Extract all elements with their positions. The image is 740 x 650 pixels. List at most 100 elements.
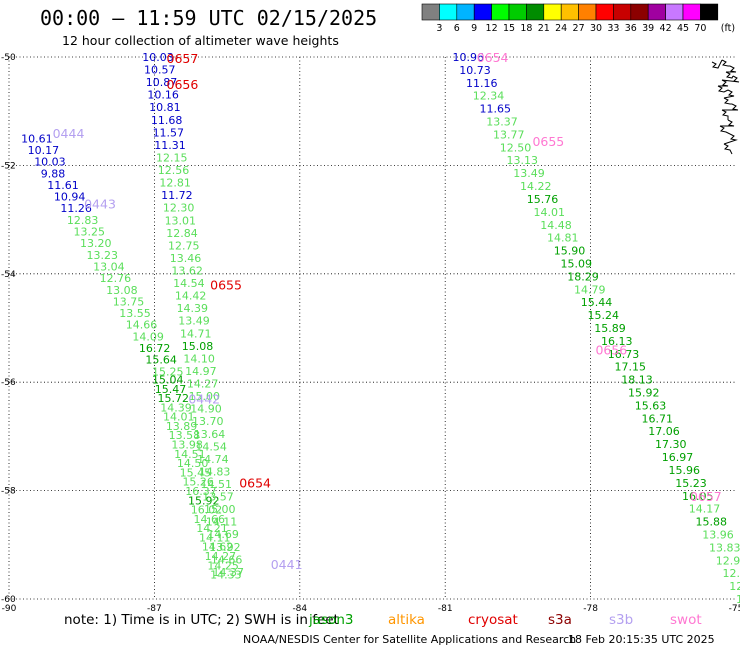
swh-label: 13.46	[170, 252, 202, 265]
swh-label: 14.11	[199, 531, 231, 544]
swh-label: 13.16	[736, 593, 740, 606]
sat-swot: swot	[670, 612, 702, 628]
altimeter-map: -90 -87 -84 -81 -78 -75 -50 -52 -54 -56 -58 -60 10.6…	[1, 50, 740, 612]
wave-height-color-scale: 3 6 9 12 15 18 21 24 27 30 33 36 39 42 45 70 (ft)	[421, 3, 735, 34]
swh-label: 15.63	[635, 399, 667, 412]
coast-segment	[721, 75, 740, 83]
swh-label: 10.94	[54, 191, 86, 204]
swh-label: 14.79	[574, 283, 606, 296]
scale-label: 33	[607, 23, 619, 34]
swh-label: 13.37	[486, 116, 518, 129]
scale-label: 27	[573, 23, 585, 34]
swh-label: 15.45	[180, 466, 212, 479]
swh-label: 12.30	[163, 202, 195, 215]
swh-label: 13.89	[166, 420, 198, 433]
swh-label: 14.50	[177, 457, 209, 470]
track-t0443: 10.6110.1710.039.8811.6110.9411.2612.831…	[21, 132, 183, 378]
swh-label: 14.48	[540, 219, 572, 232]
coast-segment	[719, 125, 731, 135]
pass-time-label: 0654	[477, 50, 509, 65]
pass-time-label: 0655	[210, 278, 242, 293]
swh-label: 15.00	[189, 390, 221, 403]
swh-label: 10.61	[21, 132, 53, 145]
swh-label: 14.83	[199, 465, 231, 478]
swh-label: 13.62	[171, 264, 203, 277]
swh-label: 14.71	[180, 327, 212, 340]
pass-time-label: 0654	[239, 475, 271, 490]
swh-label: 14.37	[213, 566, 245, 579]
scale-label: 9	[471, 23, 477, 34]
swh-label: 11.68	[151, 114, 183, 127]
pass-time-label: 0657	[167, 51, 199, 66]
swh-label: 15.09	[560, 257, 592, 270]
scale-label: 15	[503, 23, 515, 34]
swh-label: 15.44	[581, 296, 613, 309]
note-text: note: 1) Time is in UTC; 2) SWH is in fe…	[64, 612, 339, 628]
swh-label: 13.01	[165, 214, 197, 227]
swh-label: 13.49	[513, 167, 545, 180]
pass-time-label: 0441	[271, 557, 303, 572]
swh-label: 16.13	[601, 335, 633, 348]
coast-segment	[722, 103, 739, 111]
scale-label: 42	[660, 23, 672, 34]
coast-segment	[723, 89, 735, 99]
swh-label: 14.09	[132, 330, 164, 343]
swh-label: 15.89	[594, 322, 626, 335]
swh-label: 12.75	[168, 239, 200, 252]
swh-label: 14.51	[201, 478, 233, 491]
swh-label: 15.25	[152, 365, 184, 378]
swh-label: 16.05	[682, 490, 714, 503]
coast-segment	[717, 85, 729, 93]
swh-label: 14.51	[174, 448, 206, 461]
scale-label: 45	[677, 23, 689, 34]
swh-label: 12.76	[100, 272, 131, 285]
swh-label: 13.08	[106, 284, 137, 297]
swh-label: 11.57	[153, 126, 185, 139]
swh-label: 12.81	[159, 177, 191, 190]
swh-label: 11.72	[161, 189, 193, 202]
y-tick-label: -58	[1, 487, 16, 497]
swh-label: 13.92	[209, 541, 241, 554]
swh-label: 13.96	[702, 528, 734, 541]
swh-label: 13.57	[202, 491, 234, 504]
swh-label: 15.76	[527, 193, 559, 206]
swh-label: 14.66	[211, 553, 243, 566]
swh-label: 11.16	[466, 77, 498, 90]
swh-label: 15.72	[158, 392, 190, 405]
swh-label: 10.17	[28, 144, 60, 157]
swh-label: 10.73	[459, 64, 491, 77]
swh-label: 14.66	[194, 513, 226, 526]
pass-time-label: 0656	[595, 343, 627, 358]
y-tick-label: -60	[1, 595, 16, 605]
swh-label: 14.54	[195, 440, 227, 453]
note-line: note: 1) Time is in UTC; 2) SWH is in fe…	[64, 612, 702, 628]
swh-label: 15.90	[554, 245, 586, 258]
swh-label: 14.97	[185, 365, 217, 378]
coast-segment	[725, 71, 734, 79]
swh-label: 14.90	[190, 403, 222, 416]
swh-label: 12.15	[156, 151, 188, 164]
swh-label: 10.96	[452, 51, 484, 64]
swh-label: 14.27	[187, 378, 219, 391]
swh-label: 14.39	[160, 401, 192, 414]
swh-label: 16.37	[185, 485, 217, 498]
sat-altika: altika	[388, 612, 425, 628]
scale-label: 18	[520, 23, 532, 34]
swh-label: 13.23	[87, 249, 119, 262]
track-t0442: 15.0415.4715.7214.3914.0113.8913.5813.98…	[152, 373, 242, 581]
sat-cryosat: cryosat	[468, 612, 518, 628]
swh-label: 16.72	[139, 342, 171, 355]
swh-label: 16.73	[608, 348, 640, 361]
swh-label: 17.30	[655, 438, 687, 451]
swh-label: 14.17	[689, 503, 721, 516]
swh-label: 13.25	[73, 226, 105, 239]
track-t0654: 10.9610.7311.1612.3411.6513.3713.7712.50…	[452, 51, 740, 606]
swh-label: 14.54	[173, 277, 205, 290]
swh-label: 14.10	[183, 352, 215, 365]
swh-label: 14.42	[175, 290, 207, 303]
swh-label: 10.81	[149, 101, 181, 114]
scale-label: 12	[486, 23, 498, 34]
swh-label: 12.68	[722, 567, 740, 580]
map-title: 00:00 – 11:59 UTC 02/15/2025	[40, 6, 378, 30]
coast-segment	[723, 97, 732, 105]
